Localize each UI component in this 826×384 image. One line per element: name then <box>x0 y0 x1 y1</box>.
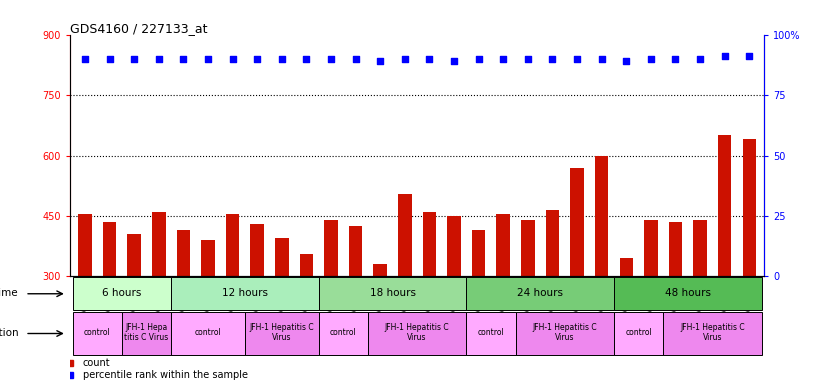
Bar <box>644 220 657 276</box>
Bar <box>319 312 368 355</box>
Bar <box>467 277 614 310</box>
Point <box>546 56 559 62</box>
Text: control: control <box>625 328 652 337</box>
Bar <box>73 277 171 310</box>
Bar <box>743 139 756 276</box>
Bar <box>177 230 190 276</box>
Point <box>226 56 240 62</box>
Text: time: time <box>0 288 18 298</box>
Bar <box>614 312 663 355</box>
Bar <box>152 212 165 276</box>
Text: control: control <box>330 328 357 337</box>
Point <box>325 56 338 62</box>
Text: 6 hours: 6 hours <box>102 288 141 298</box>
Point <box>103 56 116 62</box>
Point <box>373 58 387 64</box>
Bar <box>349 226 363 276</box>
Text: control: control <box>84 328 111 337</box>
Point <box>127 56 140 62</box>
Bar <box>718 135 732 276</box>
Point <box>78 56 92 62</box>
Bar <box>595 156 609 276</box>
Text: control: control <box>477 328 505 337</box>
Point <box>743 53 756 60</box>
Point <box>448 58 461 64</box>
Point <box>644 56 657 62</box>
Bar <box>127 234 141 276</box>
Bar <box>570 167 584 276</box>
Bar <box>373 264 387 276</box>
Bar <box>300 254 313 276</box>
Point <box>718 53 731 60</box>
Point <box>398 56 411 62</box>
Bar <box>368 312 467 355</box>
Bar <box>398 194 411 276</box>
Bar <box>78 214 92 276</box>
Text: JFH-1 Hepatitis C
Virus: JFH-1 Hepatitis C Virus <box>680 323 745 342</box>
Bar <box>244 312 319 355</box>
Bar <box>202 240 215 276</box>
Bar <box>122 312 171 355</box>
Text: 12 hours: 12 hours <box>222 288 268 298</box>
Point <box>423 56 436 62</box>
Point <box>177 56 190 62</box>
Point <box>669 56 682 62</box>
Bar <box>620 258 633 276</box>
Bar <box>275 238 288 276</box>
Point <box>202 56 215 62</box>
Bar <box>225 214 240 276</box>
Text: 48 hours: 48 hours <box>665 288 711 298</box>
Point <box>620 58 633 64</box>
Point <box>521 56 534 62</box>
Point <box>595 56 608 62</box>
Bar <box>614 277 762 310</box>
Bar <box>515 312 614 355</box>
Text: infection: infection <box>0 328 18 338</box>
Point <box>349 56 363 62</box>
Bar <box>467 312 515 355</box>
Text: count: count <box>83 358 111 368</box>
Bar <box>472 230 486 276</box>
Text: GDS4160 / 227133_at: GDS4160 / 227133_at <box>70 22 207 35</box>
Bar <box>102 222 116 276</box>
Text: JFH-1 Hepatitis C
Virus: JFH-1 Hepatitis C Virus <box>533 323 597 342</box>
Text: JFH-1 Hepatitis C
Virus: JFH-1 Hepatitis C Virus <box>249 323 314 342</box>
Point <box>472 56 485 62</box>
Bar <box>447 216 461 276</box>
Bar <box>325 220 338 276</box>
Text: percentile rank within the sample: percentile rank within the sample <box>83 370 248 380</box>
Point <box>571 56 584 62</box>
Point <box>250 56 263 62</box>
Bar <box>171 312 244 355</box>
Bar <box>546 210 559 276</box>
Bar <box>663 312 762 355</box>
Text: JFH-1 Hepatitis C
Virus: JFH-1 Hepatitis C Virus <box>385 323 449 342</box>
Bar <box>521 220 534 276</box>
Bar <box>669 222 682 276</box>
Bar <box>693 220 707 276</box>
Point <box>694 56 707 62</box>
Point <box>152 56 165 62</box>
Bar <box>171 277 319 310</box>
Bar <box>496 214 510 276</box>
Bar <box>250 224 264 276</box>
Text: JFH-1 Hepa
titis C Virus: JFH-1 Hepa titis C Virus <box>125 323 169 342</box>
Bar <box>73 312 122 355</box>
Point <box>496 56 510 62</box>
Text: 18 hours: 18 hours <box>369 288 415 298</box>
Bar <box>319 277 467 310</box>
Bar <box>423 212 436 276</box>
Point <box>300 56 313 62</box>
Text: 24 hours: 24 hours <box>517 288 563 298</box>
Point <box>275 56 288 62</box>
Text: control: control <box>195 328 221 337</box>
